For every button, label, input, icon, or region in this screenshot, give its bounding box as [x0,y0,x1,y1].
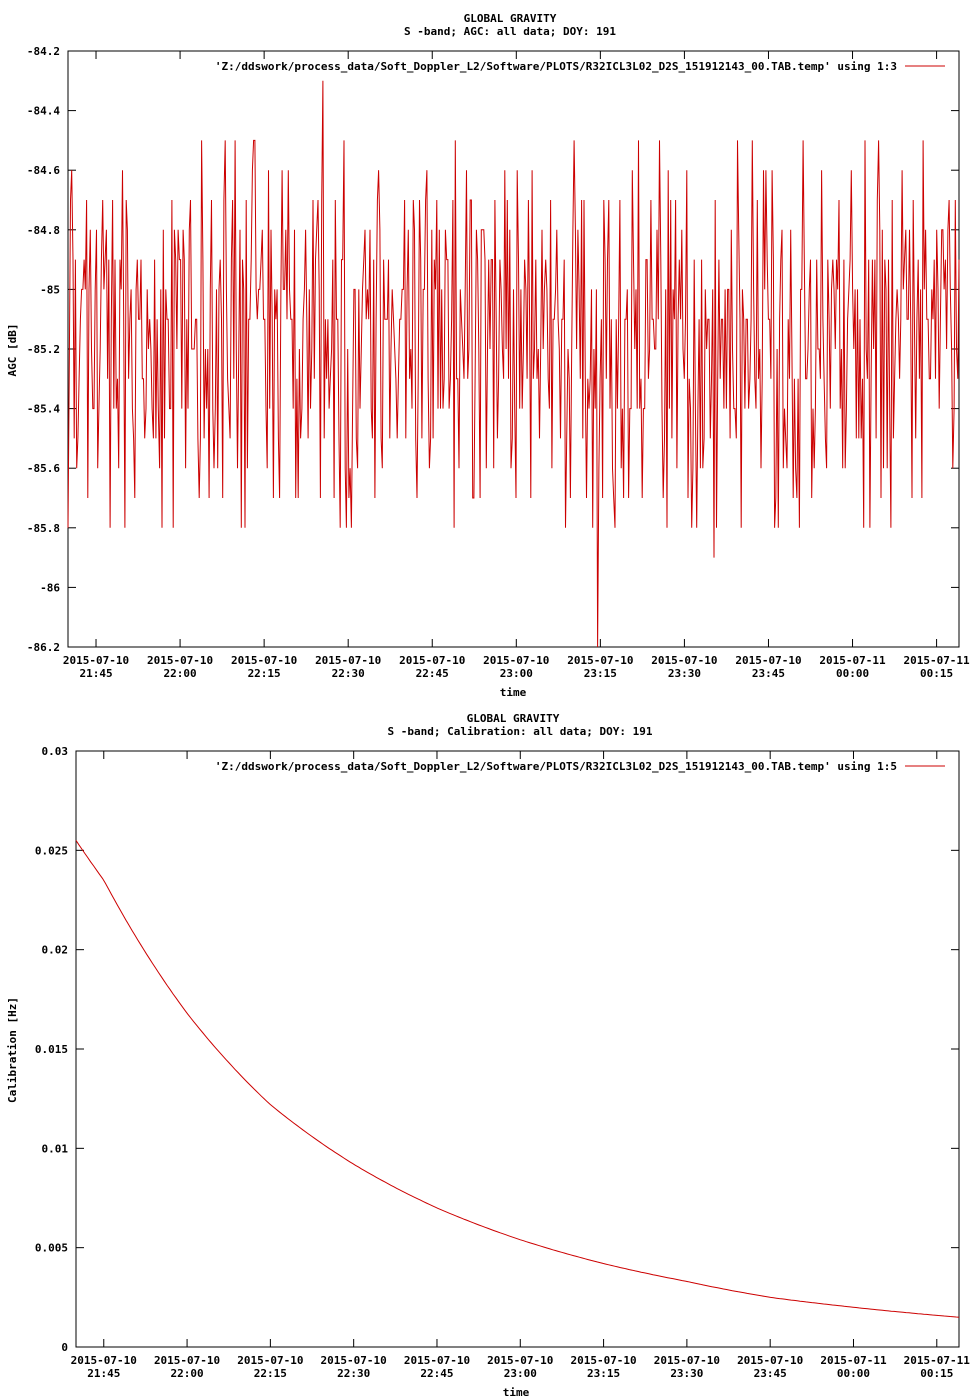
y-tick-label: -84.8 [27,224,60,237]
y-tick-label: -84.6 [27,164,60,177]
chart2-series-line [75,840,960,1318]
y-tick-label: -86.2 [27,641,60,654]
x-tick-time-label: 00:15 [920,1367,953,1380]
chart2-xlabel: time [503,1386,530,1399]
chart1-title: GLOBAL GRAVITY [464,12,557,25]
x-tick-time-label: 23:15 [587,1367,620,1380]
chart2-subtitle: S -band; Calibration: all data; DOY: 191 [388,725,653,738]
x-tick-date-label: 2015-07-11 [820,1354,887,1367]
x-tick-date-label: 2015-07-10 [63,654,129,667]
chart1-xlabel: time [500,686,527,699]
x-tick-date-label: 2015-07-10 [651,654,717,667]
x-tick-date-label: 2015-07-10 [483,654,549,667]
chart2-legend-label: 'Z:/ddswork/process_data/Soft_Doppler_L2… [215,760,897,773]
x-tick-date-label: 2015-07-10 [404,1354,470,1367]
x-tick-time-label: 23:45 [754,1367,787,1380]
x-tick-time-label: 22:30 [337,1367,370,1380]
x-tick-date-label: 2015-07-10 [147,654,213,667]
chart1-series-line [67,80,960,648]
y-tick-label: -85.8 [27,522,60,535]
x-tick-time-label: 23:30 [668,667,701,680]
x-tick-time-label: 21:45 [79,667,112,680]
x-tick-time-label: 22:45 [416,667,449,680]
x-tick-date-label: 2015-07-10 [735,654,801,667]
chart2-ylabel: Calibration [Hz] [6,997,19,1103]
x-tick-date-label: 2015-07-10 [487,1354,553,1367]
x-tick-time-label: 22:00 [171,1367,204,1380]
x-tick-time-label: 23:45 [752,667,785,680]
x-tick-time-label: 22:15 [248,667,281,680]
x-tick-time-label: 00:00 [836,667,869,680]
y-tick-label: 0 [61,1341,68,1354]
x-tick-date-label: 2015-07-11 [903,654,970,667]
x-tick-time-label: 22:45 [420,1367,453,1380]
x-tick-date-label: 2015-07-10 [71,1354,137,1367]
y-tick-label: 0.03 [42,745,69,758]
x-tick-date-label: 2015-07-10 [570,1354,636,1367]
y-tick-label: 0.015 [35,1043,68,1056]
x-tick-time-label: 22:00 [164,667,197,680]
x-tick-time-label: 22:15 [254,1367,287,1380]
chart1-ylabel: AGC [dB] [6,324,19,377]
x-tick-date-label: 2015-07-10 [567,654,633,667]
x-tick-time-label: 22:30 [332,667,365,680]
y-tick-label: -85.4 [27,403,60,416]
x-tick-date-label: 2015-07-10 [399,654,465,667]
chart2-title: GLOBAL GRAVITY [467,712,560,725]
y-tick-label: 0.02 [42,944,69,957]
y-tick-label: 0.01 [42,1142,69,1155]
y-tick-label: -84.4 [27,105,60,118]
x-tick-date-label: 2015-07-11 [904,1354,971,1367]
x-tick-date-label: 2015-07-10 [237,1354,303,1367]
y-tick-label: -85.6 [27,462,60,475]
chart2-plot-frame [75,750,960,1348]
y-tick-label: 0.005 [35,1242,68,1255]
x-tick-date-label: 2015-07-10 [321,1354,387,1367]
x-tick-date-label: 2015-07-11 [819,654,886,667]
x-tick-time-label: 21:45 [87,1367,120,1380]
y-tick-label: -86 [40,581,60,594]
y-tick-label: -85.2 [27,343,60,356]
x-tick-date-label: 2015-07-10 [231,654,297,667]
x-tick-date-label: 2015-07-10 [154,1354,220,1367]
x-tick-date-label: 2015-07-10 [737,1354,803,1367]
x-tick-time-label: 23:00 [504,1367,537,1380]
y-tick-label: -84.2 [27,45,60,58]
chart1-legend-label: 'Z:/ddswork/process_data/Soft_Doppler_L2… [215,60,897,73]
chart1-subtitle: S -band; AGC: all data; DOY: 191 [404,25,616,38]
x-tick-time-label: 23:15 [584,667,617,680]
x-tick-time-label: 00:15 [920,667,953,680]
x-tick-time-label: 00:00 [837,1367,870,1380]
y-tick-label: 0.025 [35,844,68,857]
agc-chart: GLOBAL GRAVITY S -band; AGC: all data; D… [6,12,970,699]
x-tick-date-label: 2015-07-10 [315,654,381,667]
y-tick-label: -85 [40,283,60,296]
calibration-chart: GLOBAL GRAVITY S -band; Calibration: all… [6,712,970,1399]
x-tick-date-label: 2015-07-10 [654,1354,720,1367]
x-tick-time-label: 23:00 [500,667,533,680]
x-tick-time-label: 23:30 [670,1367,703,1380]
